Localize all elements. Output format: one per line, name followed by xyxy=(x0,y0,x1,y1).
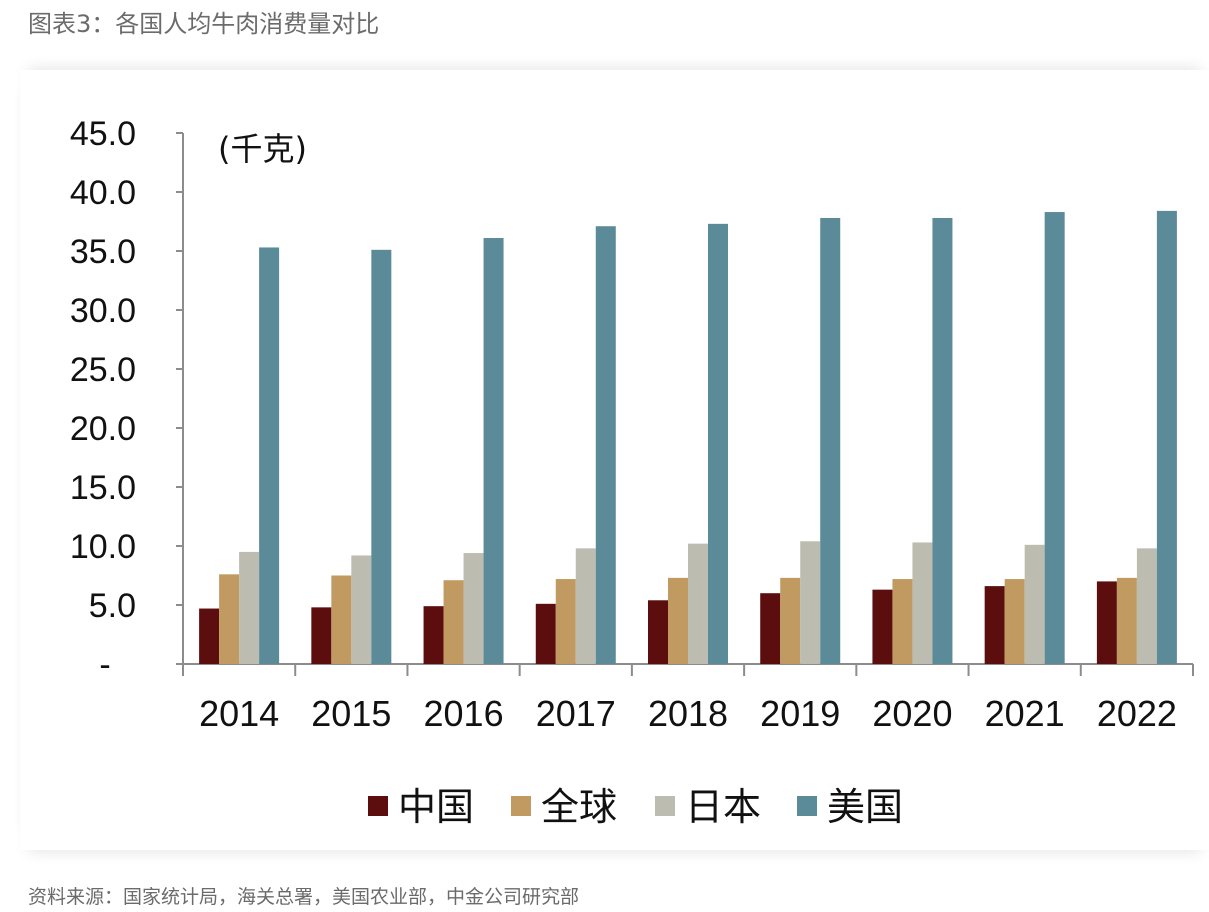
bar-中国-2016 xyxy=(423,606,444,664)
y-tick-label: - xyxy=(99,646,110,684)
y-tick-label: 15.0 xyxy=(70,469,136,507)
y-tick-label: 20.0 xyxy=(70,410,136,448)
bar-中国-2020 xyxy=(872,589,893,664)
bar-美国-2014 xyxy=(259,247,280,664)
bar-全球-2015 xyxy=(331,575,352,664)
x-axis: 2014 2015 2016 2017 2018 2019 2020 2021 2022 xyxy=(182,663,1194,734)
x-tick-label: 2020 xyxy=(872,693,952,734)
bar-全球-2022 xyxy=(1116,577,1137,664)
bar-美国-2017 xyxy=(595,226,616,664)
x-tick-label: 2014 xyxy=(199,693,279,734)
y-tick-label: 40.0 xyxy=(70,174,136,212)
source-note: 资料来源：国家统计局，海关总署，美国农业部，中金公司研究部 xyxy=(28,886,580,908)
bar-美国-2016 xyxy=(483,238,504,664)
bar-全球-2016 xyxy=(443,580,464,664)
bar-全球-2017 xyxy=(555,579,576,664)
x-tick-label: 2017 xyxy=(536,693,616,734)
bar-中国-2014 xyxy=(199,608,220,664)
bar-中国-2021 xyxy=(984,586,1005,664)
legend-label: 美国 xyxy=(827,785,903,829)
bar-美国-2015 xyxy=(371,249,392,664)
legend-swatch xyxy=(797,796,817,816)
legend-label: 日本 xyxy=(685,785,761,829)
x-tick-label: 2018 xyxy=(648,693,728,734)
bar-全球-2014 xyxy=(219,574,240,664)
bars xyxy=(199,210,1177,665)
bar-中国-2015 xyxy=(311,607,332,664)
y-axis: - 5.0 10.0 15.0 20.0 25.0 30.0 35.0 40.0 45.0 xyxy=(70,115,184,684)
bar-全球-2020 xyxy=(892,579,913,664)
legend: 中国 全球 日本 美国 xyxy=(368,785,903,829)
bar-美国-2021 xyxy=(1044,212,1065,664)
bar-美国-2022 xyxy=(1156,210,1177,664)
bar-日本-2020 xyxy=(912,542,933,664)
bar-日本-2016 xyxy=(463,553,484,664)
bar-中国-2017 xyxy=(535,603,556,664)
y-tick-label: 45.0 xyxy=(70,115,136,153)
bar-中国-2018 xyxy=(648,600,668,664)
bar-日本-2014 xyxy=(239,551,260,664)
bar-日本-2019 xyxy=(800,541,821,664)
x-tick-label: 2015 xyxy=(311,693,391,734)
bar-全球-2021 xyxy=(1004,579,1025,664)
x-tick-label: 2021 xyxy=(985,693,1065,734)
legend-swatch xyxy=(511,796,531,816)
bar-日本-2022 xyxy=(1136,548,1157,664)
legend-swatch xyxy=(655,796,675,816)
legend-label: 中国 xyxy=(398,785,474,829)
bar-美国-2019 xyxy=(820,217,841,664)
legend-swatch xyxy=(368,796,388,816)
x-tick-label: 2016 xyxy=(424,693,504,734)
figure-title: 图表3：各国人均牛肉消费量对比 xyxy=(28,10,380,38)
bar-日本-2015 xyxy=(351,555,372,664)
bar-美国-2020 xyxy=(932,217,953,664)
bar-全球-2018 xyxy=(668,577,688,664)
y-tick-label: 35.0 xyxy=(70,233,136,271)
x-tick-label: 2019 xyxy=(760,693,840,734)
bar-日本-2018 xyxy=(688,543,708,664)
bar-日本-2021 xyxy=(1024,544,1045,664)
y-tick-label: 25.0 xyxy=(70,351,136,389)
bar-中国-2022 xyxy=(1096,581,1117,664)
y-tick-label: 5.0 xyxy=(89,587,136,625)
y-tick-label: 10.0 xyxy=(70,528,136,566)
bar-日本-2017 xyxy=(575,548,596,664)
legend-label: 全球 xyxy=(541,785,617,829)
y-tick-label: 30.0 xyxy=(70,292,136,330)
unit-label: (千克) xyxy=(218,130,307,168)
bar-全球-2019 xyxy=(780,577,801,664)
bar-中国-2019 xyxy=(760,593,781,664)
x-tick-label: 2022 xyxy=(1097,693,1177,734)
bar-美国-2018 xyxy=(708,223,728,665)
